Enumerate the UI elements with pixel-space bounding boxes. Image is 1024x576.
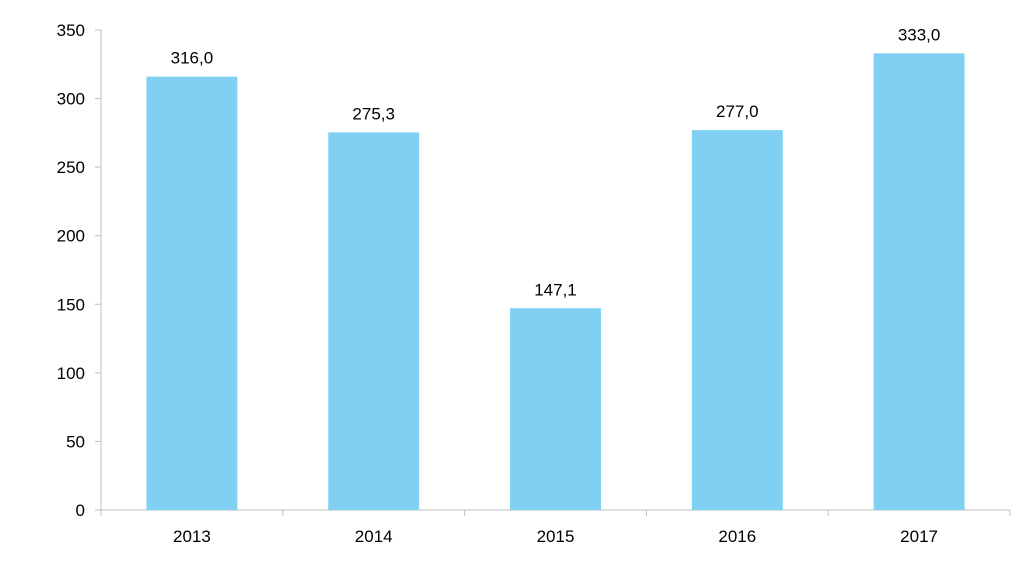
bar-value-label: 147,1 bbox=[534, 280, 577, 299]
y-tick-label: 50 bbox=[66, 432, 85, 451]
bar bbox=[691, 130, 783, 510]
x-axis: 2013 2014 2015 2016 2017 bbox=[100, 509, 1011, 546]
y-tick-label: 250 bbox=[57, 158, 85, 177]
x-tick-label: 2015 bbox=[537, 527, 575, 546]
bar-value-label: 316,0 bbox=[171, 49, 214, 68]
bar bbox=[873, 53, 965, 511]
x-tick-label: 2014 bbox=[355, 527, 393, 546]
y-tick-label: 350 bbox=[57, 21, 85, 40]
x-tick-label: 2017 bbox=[900, 527, 938, 546]
bar bbox=[146, 76, 238, 510]
x-tick-label: 2016 bbox=[718, 527, 756, 546]
y-tick-label: 300 bbox=[57, 90, 85, 109]
x-tick-label: 2013 bbox=[173, 527, 211, 546]
bar-value-label: 277,0 bbox=[716, 102, 759, 121]
y-tick-label: 100 bbox=[57, 364, 85, 383]
bar bbox=[328, 132, 420, 510]
y-tick-label: 150 bbox=[57, 295, 85, 314]
data-labels: 316,0 275,3 147,1 277,0 333,0 bbox=[171, 25, 941, 299]
y-tick-label: 0 bbox=[76, 501, 85, 520]
bars bbox=[146, 53, 965, 511]
bar-value-label: 333,0 bbox=[898, 25, 941, 44]
bar bbox=[510, 308, 601, 510]
bar-value-label: 275,3 bbox=[352, 104, 395, 123]
y-tick-label: 200 bbox=[57, 227, 85, 246]
y-axis: 0 50 100 150 200 250 300 350 bbox=[57, 21, 102, 520]
